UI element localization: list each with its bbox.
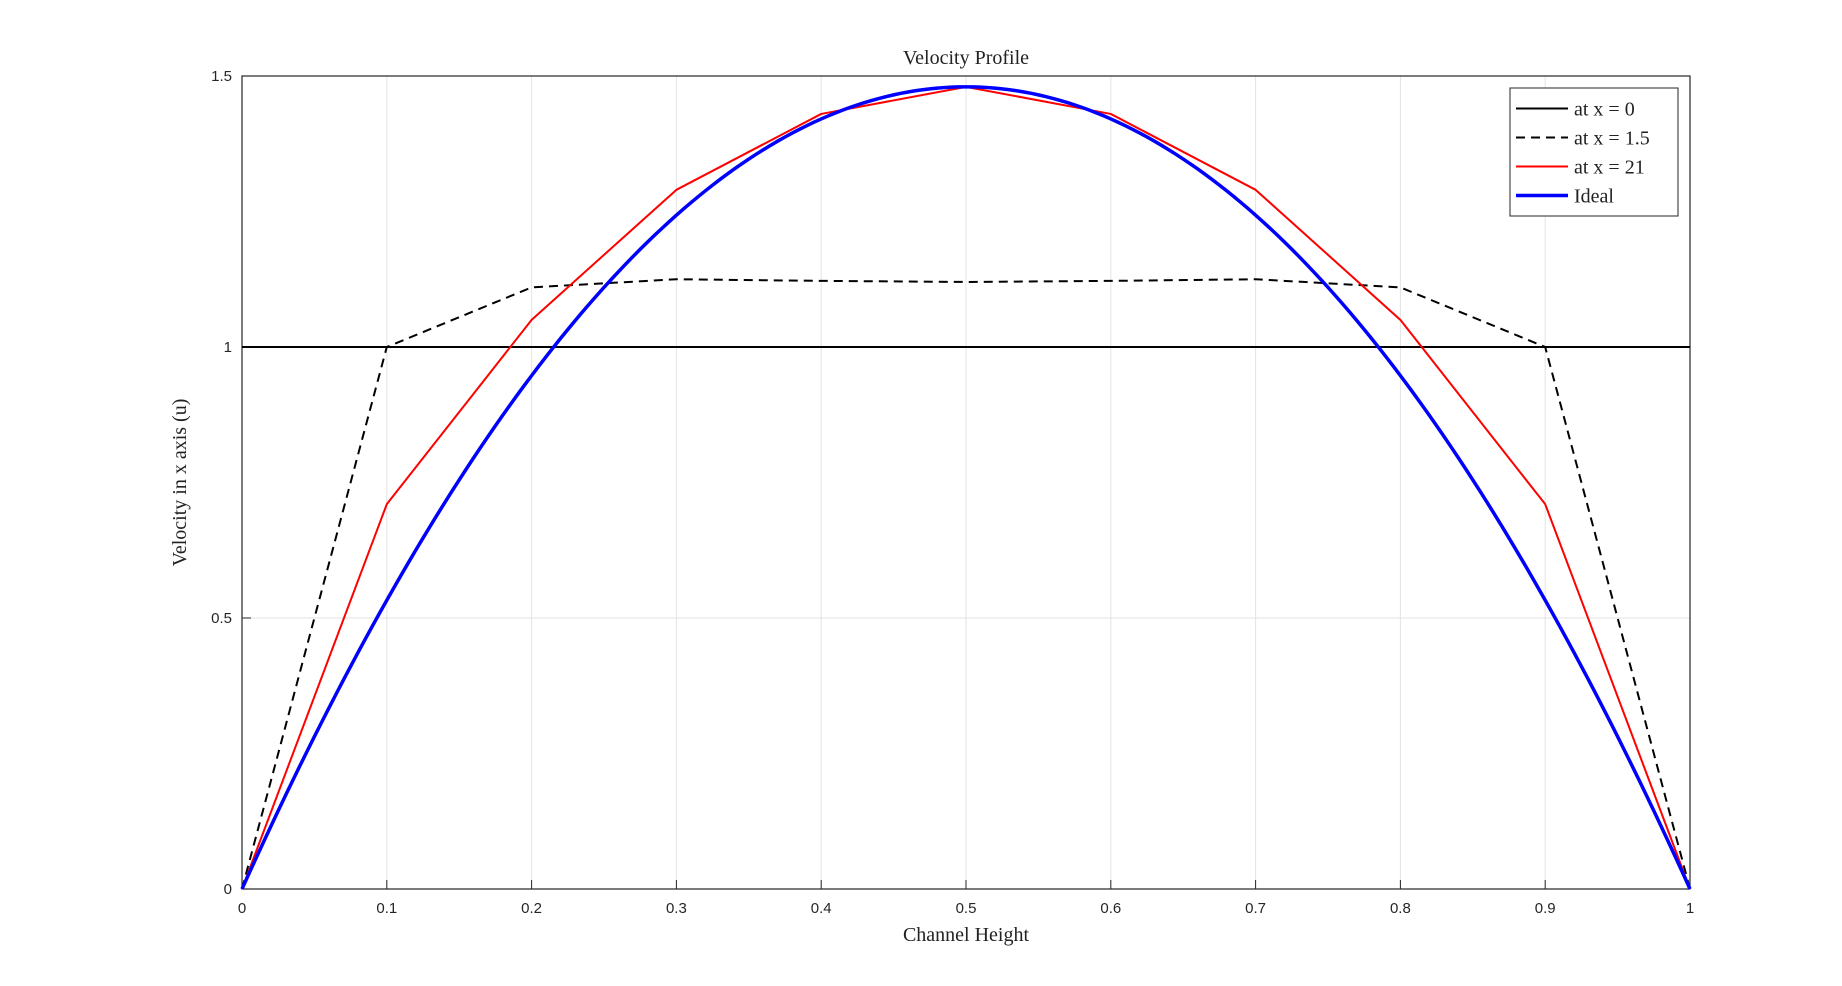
y-tick-label: 0	[224, 881, 232, 898]
x-tick-label: 0.7	[1245, 900, 1266, 917]
legend-label-4: Ideal	[1574, 186, 1614, 208]
x-tick-label: 0.5	[956, 900, 977, 917]
legend: at x = 0 at x = 1.5 at x = 21 Ideal	[1509, 87, 1679, 217]
x-tick-label: 0.2	[521, 900, 542, 917]
x-axis-label: Channel Height	[903, 924, 1030, 946]
chart-title: Velocity Profile	[903, 47, 1029, 69]
legend-label-1: at x = 0	[1574, 99, 1635, 121]
legend-label-3: at x = 21	[1574, 157, 1645, 179]
x-tick-label: 0.3	[666, 900, 687, 917]
x-tick-label: 0.8	[1390, 900, 1411, 917]
y-tick-label: 1	[224, 339, 232, 356]
x-tick-label: 0.9	[1535, 900, 1556, 917]
y-tick-label: 0.5	[211, 610, 232, 627]
x-tick-label: 0.6	[1100, 900, 1121, 917]
y-tick-label: 1.5	[211, 68, 232, 85]
series-line-2	[241, 278, 1691, 890]
x-tick-label: 1	[1686, 900, 1694, 917]
x-tick-label: 0	[238, 900, 246, 917]
x-tick-label: 0.4	[811, 900, 832, 917]
x-tick-label: 0.1	[376, 900, 397, 917]
data-series	[240, 85, 1692, 890]
y-axis-label: Velocity in x axis (u)	[169, 399, 191, 567]
axis-ticks: 0 0.1 0.2 0.3 0.4 0.5 0.6 0.7 0.8 0.9 1 0 0.5 1 1.5	[211, 68, 1694, 917]
series-line-4	[240, 85, 1692, 890]
legend-label-2: at x = 1.5	[1574, 128, 1650, 150]
